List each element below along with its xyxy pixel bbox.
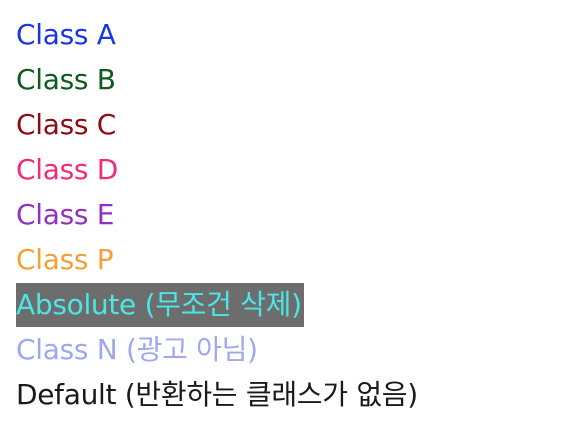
legend-item-label: Class D [16,153,119,186]
legend-item-class-d: Class D [16,147,418,192]
legend-item-class-a: Class A [16,12,418,57]
legend-item-label: Class E [16,198,115,231]
class-legend-list: Class A Class B Class C Class D Class E … [16,12,418,417]
legend-item-class-n: Class N (광고 아님) [16,327,418,372]
legend-item-default: Default (반환하는 클래스가 없음) [16,372,418,417]
legend-item-label: Class P [16,243,114,276]
legend-item-label: Class N (광고 아님) [16,333,258,366]
legend-item-class-e: Class E [16,192,418,237]
legend-item-class-b: Class B [16,57,418,102]
legend-item-label: Class A [16,18,116,51]
legend-item-label: Class C [16,108,117,141]
legend-item-class-p: Class P [16,237,418,282]
legend-item-absolute: Absolute (무조건 삭제) [16,282,418,327]
legend-item-label: Class B [16,63,116,96]
legend-item-label: Absolute (무조건 삭제) [16,283,304,327]
legend-item-label: Default (반환하는 클래스가 없음) [16,378,418,411]
legend-item-class-c: Class C [16,102,418,147]
